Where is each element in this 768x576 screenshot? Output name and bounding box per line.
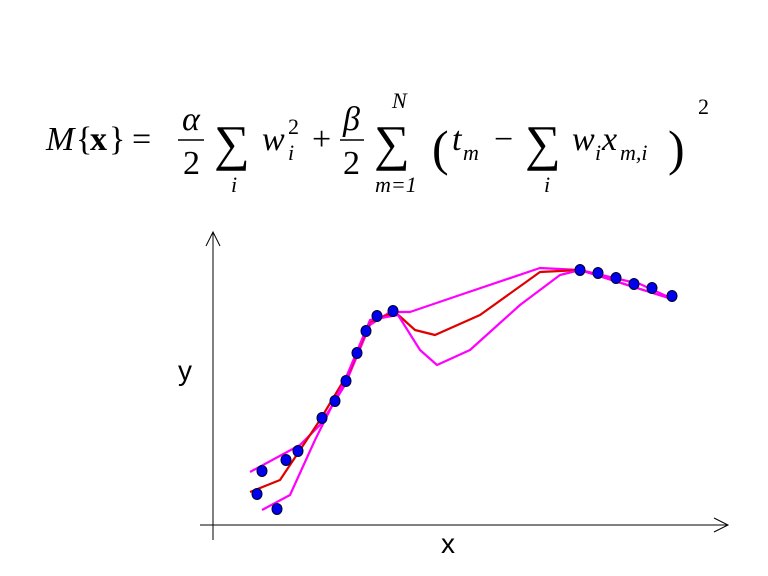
formula-text: i: [231, 172, 237, 197]
data-point: [251, 488, 263, 500]
curve: [261, 268, 676, 511]
formula-text: w: [262, 121, 285, 158]
formula-text: i: [595, 140, 601, 165]
formula-text: w: [572, 121, 595, 158]
formula-text: ∑: [525, 115, 561, 171]
data-point: [351, 347, 363, 359]
plot: [249, 264, 678, 515]
data-point: [574, 264, 586, 276]
data-point: [628, 278, 640, 290]
x-axis-label: x: [441, 528, 455, 559]
formula-text: m: [463, 140, 479, 165]
data-point: [610, 272, 622, 284]
formula-text: ∑: [214, 115, 250, 171]
formula-text: 2: [183, 145, 200, 182]
formula-text: (: [432, 120, 449, 176]
formula-text: i: [288, 140, 294, 165]
formula-text: t: [452, 121, 463, 158]
data-point: [666, 290, 678, 302]
data-point: [316, 412, 328, 424]
y-arrow: [205, 230, 221, 247]
data-point: [387, 305, 399, 317]
formula-text: ∑: [374, 115, 410, 171]
data-point: [280, 454, 292, 466]
formula-text: 2: [698, 94, 709, 119]
data-point: [340, 375, 352, 387]
formula-text: N: [391, 88, 408, 113]
formula-text: m=1: [375, 172, 417, 197]
formula: M { x } = α 2 ∑ i w 2 i + β 2 ∑ N m=1 ( …: [45, 88, 709, 197]
formula-text: x: [601, 121, 617, 158]
formula-text: }: [109, 121, 125, 158]
formula-text: ): [668, 120, 685, 176]
formula-text: m,i: [620, 140, 648, 165]
data-point: [371, 310, 383, 322]
data-point: [360, 325, 372, 337]
y-axis-label: y: [178, 355, 192, 386]
formula-text: 2: [343, 145, 360, 182]
data-point: [256, 465, 268, 477]
formula-text: =: [132, 121, 151, 158]
formula-text: {: [76, 121, 92, 158]
formula-text: x: [90, 121, 107, 158]
data-point: [592, 267, 604, 279]
data-point: [646, 282, 658, 294]
formula-text: β: [342, 101, 360, 138]
x-arrow: [713, 517, 730, 533]
data-point: [329, 395, 341, 407]
formula-text: α: [182, 101, 201, 138]
axes: [200, 230, 730, 540]
formula-text: −: [494, 121, 513, 158]
data-point: [292, 445, 304, 457]
formula-text: 2: [288, 114, 299, 139]
curve: [249, 268, 676, 494]
formula-text: M: [45, 121, 76, 158]
formula-text: +: [312, 121, 331, 158]
formula-text: i: [544, 172, 550, 197]
data-point: [271, 503, 283, 515]
